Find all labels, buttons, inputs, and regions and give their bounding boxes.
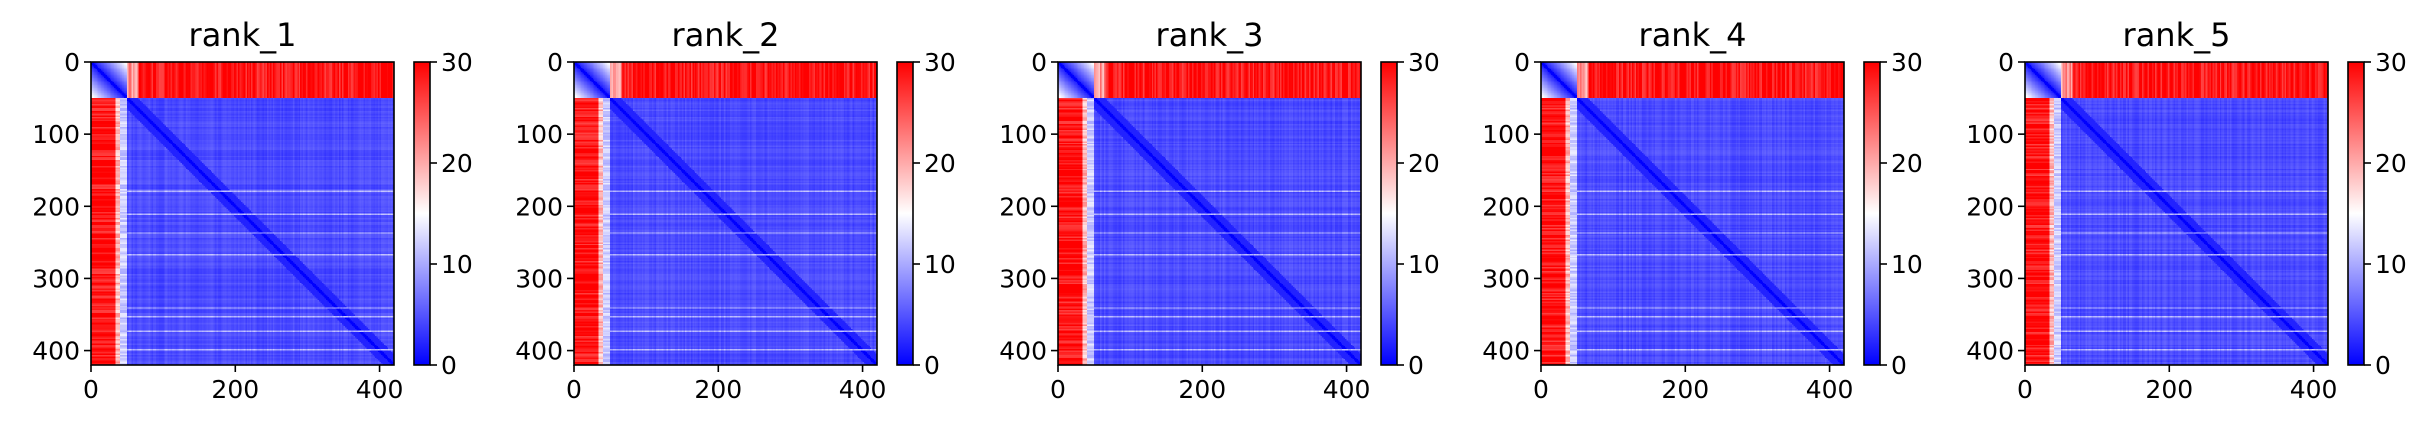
- heatmap-image: [1058, 62, 1361, 365]
- x-tick-label: 200: [1178, 375, 1226, 404]
- y-tick-label: 0: [1514, 48, 1530, 77]
- panel-title: rank_4: [1639, 16, 1747, 54]
- colorbar: [414, 62, 430, 365]
- y-tick-label: 0: [64, 48, 80, 77]
- x-tick-label: 400: [2290, 375, 2338, 404]
- panel-title: rank_2: [672, 16, 780, 54]
- heatmap-image: [574, 62, 877, 365]
- y-tick-label: 100: [1482, 120, 1530, 149]
- y-tick-label: 200: [515, 192, 563, 221]
- colorbar: [1864, 62, 1880, 365]
- y-tick-label: 0: [547, 48, 563, 77]
- colorbar-tick-label: 30: [1891, 48, 1923, 77]
- heatmap-frame: [90, 61, 395, 366]
- y-tick-label: 100: [1966, 120, 2014, 149]
- y-tick-label: 100: [32, 120, 80, 149]
- heatmap-image: [1541, 62, 1844, 365]
- heatmap-image: [91, 62, 394, 365]
- colorbar-tick-label: 0: [1891, 351, 1907, 380]
- colorbar-tick-label: 20: [924, 149, 956, 178]
- panel-title: rank_3: [1156, 16, 1264, 54]
- colorbar-frame: [2347, 61, 2365, 366]
- x-tick-label: 400: [1806, 375, 1854, 404]
- colorbar: [897, 62, 913, 365]
- x-tick-label: 200: [2145, 375, 2193, 404]
- x-tick-label: 400: [356, 375, 404, 404]
- colorbar-tick-label: 10: [2375, 250, 2407, 279]
- colorbar: [2348, 62, 2364, 365]
- colorbar-tick-label: 30: [441, 48, 473, 77]
- y-tick-label: 400: [1482, 337, 1530, 366]
- y-tick-label: 400: [999, 337, 1047, 366]
- x-tick-label: 0: [1533, 375, 1549, 404]
- x-tick-label: 200: [1661, 375, 1709, 404]
- x-tick-label: 400: [1323, 375, 1371, 404]
- colorbar-tick-label: 0: [441, 351, 457, 380]
- y-tick-label: 100: [515, 120, 563, 149]
- y-tick-label: 0: [1998, 48, 2014, 77]
- x-tick-label: 400: [839, 375, 887, 404]
- heatmap-frame: [1540, 61, 1845, 366]
- panel-title: rank_1: [189, 16, 297, 54]
- y-tick-label: 200: [1482, 192, 1530, 221]
- colorbar-tick-label: 0: [2375, 351, 2391, 380]
- colorbar-tick-label: 10: [1891, 250, 1923, 279]
- y-tick-label: 300: [1966, 264, 2014, 293]
- colorbar-tick-label: 30: [1408, 48, 1440, 77]
- heatmap-frame: [2024, 61, 2329, 366]
- y-tick-label: 400: [515, 337, 563, 366]
- colorbar-tick-label: 10: [924, 250, 956, 279]
- x-tick-label: 0: [83, 375, 99, 404]
- colorbar-tick-label: 20: [2375, 149, 2407, 178]
- y-tick-label: 400: [32, 337, 80, 366]
- y-tick-label: 300: [515, 264, 563, 293]
- colorbar-tick-label: 10: [441, 250, 473, 279]
- y-tick-label: 200: [1966, 192, 2014, 221]
- colorbar: [1381, 62, 1397, 365]
- y-tick-label: 400: [1966, 337, 2014, 366]
- x-tick-label: 200: [694, 375, 742, 404]
- colorbar-tick-label: 20: [1408, 149, 1440, 178]
- heatmap-frame: [1057, 61, 1362, 366]
- colorbar-frame: [1380, 61, 1398, 366]
- colorbar-tick-label: 30: [2375, 48, 2407, 77]
- y-tick-label: 200: [999, 192, 1047, 221]
- colorbar-tick-label: 0: [1408, 351, 1424, 380]
- x-tick-label: 200: [211, 375, 259, 404]
- x-tick-label: 0: [1050, 375, 1066, 404]
- colorbar-tick-label: 10: [1408, 250, 1440, 279]
- x-tick-label: 0: [2017, 375, 2033, 404]
- colorbar-frame: [413, 61, 431, 366]
- colorbar-tick-label: 20: [441, 149, 473, 178]
- colorbar-tick-label: 20: [1891, 149, 1923, 178]
- colorbar-tick-label: 30: [924, 48, 956, 77]
- y-tick-label: 100: [999, 120, 1047, 149]
- colorbar-tick-label: 0: [924, 351, 940, 380]
- y-tick-label: 300: [999, 264, 1047, 293]
- heatmap-image: [2025, 62, 2328, 365]
- y-tick-label: 300: [32, 264, 80, 293]
- heatmap-frame: [573, 61, 878, 366]
- panel-title: rank_5: [2123, 16, 2231, 54]
- y-tick-label: 300: [1482, 264, 1530, 293]
- y-tick-label: 200: [32, 192, 80, 221]
- x-tick-label: 0: [566, 375, 582, 404]
- y-tick-label: 0: [1031, 48, 1047, 77]
- colorbar-frame: [1863, 61, 1881, 366]
- colorbar-frame: [896, 61, 914, 366]
